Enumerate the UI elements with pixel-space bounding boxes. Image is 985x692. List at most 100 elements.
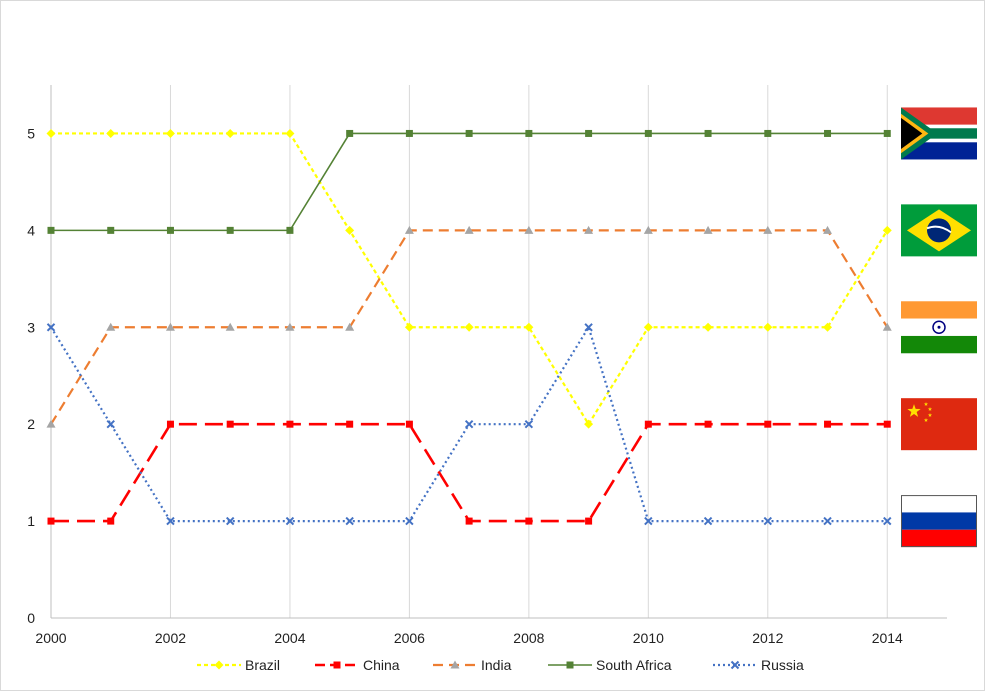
point-south-africa-2008 bbox=[525, 129, 533, 137]
legend-label-south-africa: South Africa bbox=[596, 657, 672, 673]
point-china-2003 bbox=[226, 420, 234, 428]
point-india-2002 bbox=[165, 322, 175, 331]
point-russia-2011 bbox=[703, 516, 713, 526]
south-africa-flag-icon bbox=[901, 107, 977, 160]
point-china-2005 bbox=[346, 420, 354, 428]
russia-flag-border bbox=[901, 495, 977, 548]
point-india-2000 bbox=[46, 419, 56, 428]
series-line-brazil bbox=[51, 132, 889, 426]
india-chakra-icon bbox=[932, 320, 946, 335]
x-tick-label-2004: 2004 bbox=[274, 630, 305, 646]
russia-red-band bbox=[901, 529, 977, 548]
x-tick-label-2000: 2000 bbox=[35, 630, 66, 646]
legend-label-india: India bbox=[481, 657, 512, 673]
point-south-africa-2002 bbox=[166, 226, 174, 234]
point-russia-2012-stroke-b bbox=[763, 516, 773, 526]
point-south-africa-2010 bbox=[644, 129, 652, 137]
point-brazil-2011 bbox=[703, 322, 713, 332]
point-russia-2011-stroke-b bbox=[703, 516, 713, 526]
point-china-2001 bbox=[107, 517, 115, 525]
point-south-africa-2009 bbox=[585, 129, 593, 137]
point-india-2011 bbox=[703, 225, 713, 234]
point-brazil-2005 bbox=[345, 225, 355, 235]
gridlines bbox=[50, 85, 888, 618]
point-russia-2009-stroke-b bbox=[584, 323, 593, 332]
point-china-2006 bbox=[405, 420, 413, 428]
india-green-band bbox=[901, 335, 977, 354]
point-russia-2003-stroke-b bbox=[225, 516, 235, 526]
point-russia-2005 bbox=[345, 516, 354, 526]
point-russia-2009 bbox=[584, 323, 593, 332]
point-brazil-2013 bbox=[823, 322, 833, 332]
y-tick-label-2: 2 bbox=[27, 416, 35, 432]
point-china-2000 bbox=[47, 517, 55, 525]
point-india-2009 bbox=[584, 225, 594, 234]
india-chakra-hub bbox=[937, 325, 941, 329]
point-russia-2002-stroke-b bbox=[166, 516, 175, 526]
y-tick-label-3: 3 bbox=[27, 319, 35, 335]
point-china-2011 bbox=[704, 420, 712, 428]
russia-white-band bbox=[901, 495, 977, 513]
legend-item-south-africa: South Africa bbox=[548, 657, 672, 673]
china-flag-icon bbox=[901, 398, 977, 451]
point-russia-2004-stroke-b bbox=[285, 516, 295, 526]
point-china-2013 bbox=[824, 420, 832, 428]
point-china-2009 bbox=[585, 517, 593, 525]
point-india-2003 bbox=[225, 322, 235, 331]
point-russia-2005-stroke-b bbox=[345, 516, 354, 526]
point-china-2010 bbox=[644, 420, 652, 428]
point-south-africa-2011 bbox=[704, 129, 712, 137]
x-tick-label-2012: 2012 bbox=[752, 630, 783, 646]
point-china-2002 bbox=[166, 420, 174, 428]
point-russia-2000 bbox=[46, 323, 56, 332]
y-tick-label-0: 0 bbox=[27, 610, 35, 626]
point-china-2014 bbox=[883, 420, 891, 428]
china-small-star-icon bbox=[923, 401, 929, 406]
point-brazil-2008 bbox=[524, 322, 534, 332]
point-south-africa-2003 bbox=[226, 226, 234, 234]
series-line-south-africa bbox=[51, 132, 888, 232]
y-axis-ticks: 0 1 2 3 4 5 bbox=[27, 125, 35, 626]
india-flag-icon bbox=[901, 301, 977, 354]
point-india-2008 bbox=[524, 225, 534, 234]
china-big-star-icon bbox=[907, 404, 921, 417]
legend-item-brazil: Brazil bbox=[197, 657, 280, 673]
legend-item-russia: Russia bbox=[713, 657, 804, 673]
point-china-2007 bbox=[465, 517, 473, 525]
axes bbox=[50, 85, 947, 619]
point-russia-2007-stroke-b bbox=[464, 419, 474, 429]
point-india-2010 bbox=[643, 225, 653, 234]
point-russia-2006-stroke-b bbox=[405, 516, 414, 526]
sa-green-band bbox=[901, 128, 977, 139]
point-china-2004 bbox=[286, 420, 294, 428]
point-south-africa-2007 bbox=[465, 129, 473, 137]
point-russia-2012 bbox=[763, 516, 773, 526]
point-south-africa-2004 bbox=[286, 226, 294, 234]
point-russia-2001-stroke-b bbox=[106, 419, 115, 429]
point-brazil-2003 bbox=[225, 128, 235, 138]
point-russia-2013 bbox=[823, 516, 832, 526]
brazil-flag-icon bbox=[901, 204, 977, 257]
point-brazil-2012 bbox=[763, 322, 773, 332]
legend-marker-russia-stroke-b bbox=[730, 660, 740, 670]
point-russia-2001 bbox=[106, 419, 115, 429]
legend-label-russia: Russia bbox=[761, 657, 804, 673]
point-brazil-2001 bbox=[106, 128, 116, 138]
point-russia-2006 bbox=[405, 516, 414, 526]
point-russia-2003 bbox=[225, 516, 235, 526]
point-brazil-2009 bbox=[584, 419, 594, 429]
point-russia-2014-stroke-b bbox=[883, 516, 892, 526]
russia-blue-band bbox=[901, 512, 977, 530]
russia-flag-icon bbox=[901, 495, 977, 548]
x-tick-label-2002: 2002 bbox=[155, 630, 186, 646]
legend-label-china: China bbox=[363, 657, 400, 673]
series-line-india bbox=[50, 229, 889, 425]
point-south-africa-2005 bbox=[346, 129, 354, 137]
point-russia-2008 bbox=[524, 419, 534, 429]
china-red-field bbox=[901, 398, 977, 451]
point-russia-2002 bbox=[166, 516, 175, 526]
point-russia-2008-stroke-b bbox=[524, 419, 534, 429]
sa-red-band bbox=[901, 107, 977, 125]
